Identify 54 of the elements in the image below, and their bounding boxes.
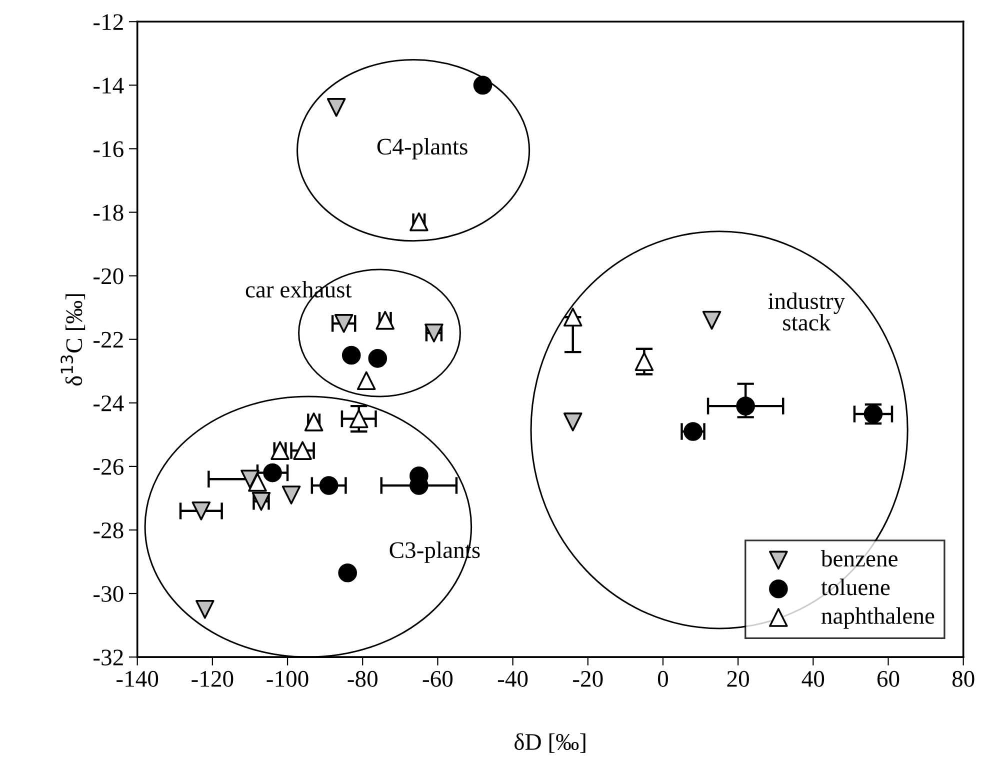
- point: [563, 308, 582, 327]
- x-tick-label: -80: [348, 670, 378, 687]
- legend-label: naphthalene: [821, 607, 934, 629]
- x-axis-title: δD [‰]: [514, 733, 586, 753]
- point: [684, 422, 702, 441]
- x-tick-label: 40: [802, 670, 824, 687]
- x-tick-label: 60: [877, 670, 900, 687]
- point: [240, 470, 260, 489]
- y-tick-label: -18: [94, 204, 124, 221]
- x-tick-label: -120: [192, 670, 234, 687]
- point: [334, 314, 354, 333]
- x-tick-label: -100: [266, 670, 308, 687]
- y-tick-label: -32: [94, 650, 123, 666]
- point: [196, 600, 214, 619]
- x-tick-label: 20: [727, 670, 749, 687]
- point: [563, 412, 582, 432]
- point: [192, 501, 211, 520]
- point: [248, 472, 267, 492]
- x-tick-label: -40: [498, 670, 528, 687]
- y-axis-title: δ$^{13}$C [‰]: [60, 294, 86, 386]
- point: [702, 310, 722, 330]
- annotation: C4-plants: [377, 138, 468, 160]
- y-tick-label: -14: [94, 78, 124, 94]
- point: [368, 349, 388, 368]
- x-tick-label: 0: [658, 670, 668, 687]
- y-tick-label: -20: [94, 268, 124, 284]
- point: [473, 76, 492, 95]
- y-tick-label: -24: [94, 395, 124, 412]
- y-tick-label: -16: [94, 141, 124, 158]
- point: [293, 441, 312, 460]
- x-tick-label: -60: [422, 670, 453, 687]
- point: [304, 412, 324, 432]
- y-tick-label: -12: [94, 14, 123, 30]
- point: [736, 396, 755, 416]
- point: [319, 476, 338, 495]
- point: [326, 98, 346, 117]
- point: [338, 563, 358, 582]
- y-tick-label: -26: [94, 458, 124, 475]
- point: [356, 371, 376, 390]
- legend-label: toluene: [821, 578, 890, 596]
- x-tick-label: -140: [116, 670, 158, 687]
- y-tick-label: -22: [94, 332, 123, 348]
- point: [263, 463, 282, 482]
- annotation: industry stack: [768, 292, 846, 331]
- x-tick-label: -20: [573, 670, 603, 687]
- point: [342, 346, 361, 365]
- y-tick-label: -28: [94, 522, 124, 538]
- point: [282, 486, 301, 504]
- point: [634, 352, 654, 371]
- x-tick-label: 80: [952, 670, 974, 687]
- y-tick-label: -30: [94, 586, 124, 602]
- legend-label: benzene: [820, 550, 898, 567]
- point: [349, 409, 368, 428]
- point: [376, 310, 395, 330]
